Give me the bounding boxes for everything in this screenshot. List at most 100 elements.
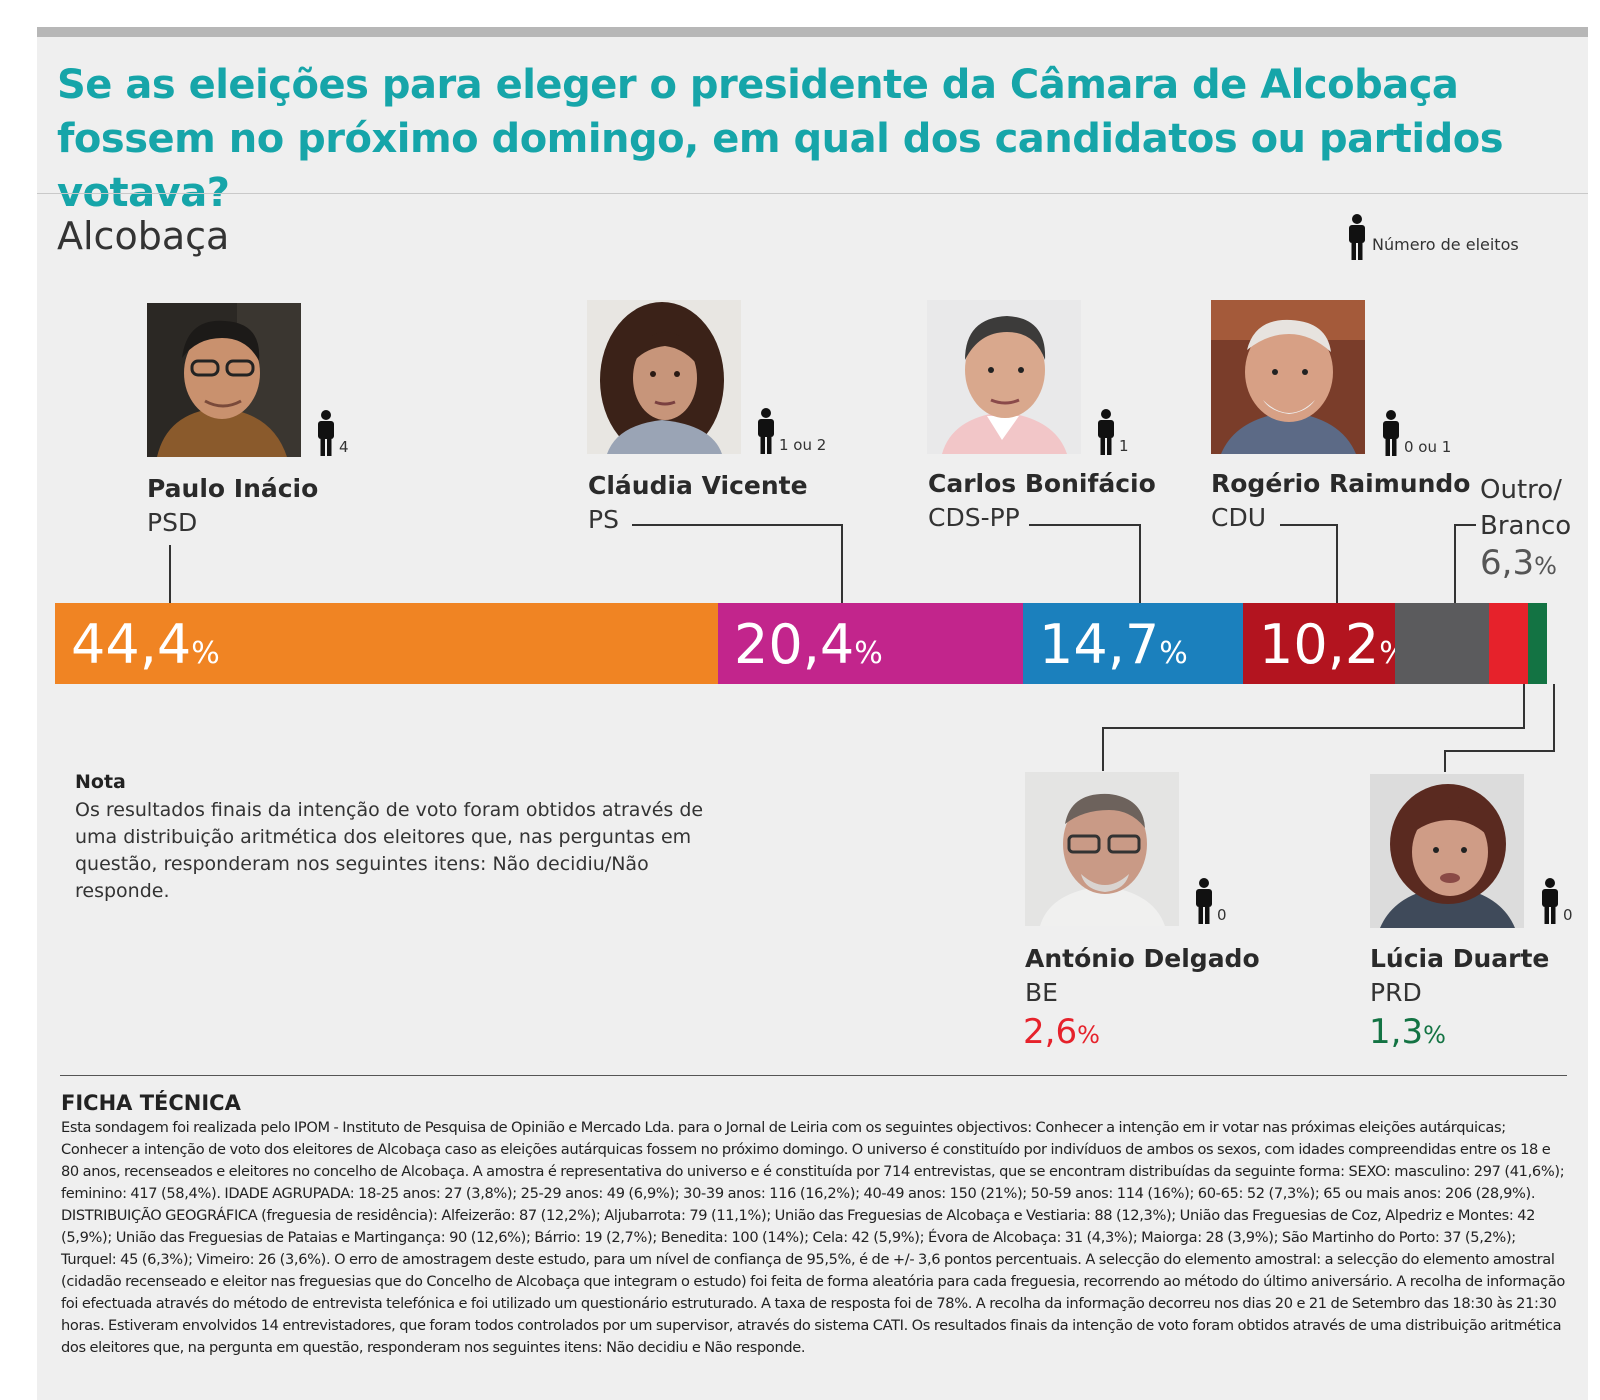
candidate-party: PS [588,505,619,534]
chart-title: Se as eleições para eleger o presidente … [57,62,1504,216]
candidate-name: Paulo Inácio [147,474,319,503]
be-value-number: 2,6 [1023,1012,1078,1052]
note-title: Nota [75,771,126,793]
bar-segment-outro-branco [1395,603,1489,684]
percent-sign: % [1077,1021,1100,1049]
candidate-photo [1025,772,1179,926]
candidate-name: António Delgado [1025,944,1260,973]
bar-value-number: 20,4 [734,613,855,676]
candidate-party: CDU [1211,503,1267,532]
bar-segment-psd: 44,4% [55,603,718,684]
leader-line-cdu [1280,524,1338,526]
bar-value-number: 44,4 [71,613,192,676]
seats-count: 1 ou 2 [779,436,827,454]
bar-value-label: 14,7% [1039,613,1188,676]
candidate-photo [1370,774,1524,928]
bar-segment-cdu: 10,2% [1243,603,1408,684]
leader-line-outro [1454,524,1476,526]
stacked-bar: 44,4% 20,4% 14,7% 10,2% [55,603,1547,684]
leader-line-prd [1444,750,1555,752]
candidate-name: Rogério Raimundo [1211,469,1471,498]
outro-line2: Branco [1480,511,1572,541]
person-icon [318,410,334,456]
candidate-party: PSD [147,508,198,537]
seats-count: 0 ou 1 [1404,438,1452,456]
leader-line-prd [1444,750,1446,772]
candidate-photo [1211,300,1365,454]
bar-value-number: 14,7 [1039,613,1160,676]
seats-paulo-inacio: 4 [317,410,349,456]
outro-line1: Outro/ [1480,475,1562,505]
seats-lucia-duarte: 0 [1541,878,1573,924]
leader-line-be [1102,727,1525,729]
infographic-panel [37,27,1588,1400]
divider [60,1075,1567,1076]
bar-segment-prd [1528,603,1547,684]
percent-sign: % [1423,1021,1446,1049]
bar-value-label: 10,2% [1259,613,1408,676]
bar-segment-be [1489,603,1528,684]
bar-value-number: 10,2 [1259,613,1380,676]
region-label: Alcobaça [57,214,230,258]
leader-line-be [1523,684,1525,729]
person-icon [758,408,774,454]
prd-value-number: 1,3 [1369,1012,1424,1052]
outro-value-number: 6,3 [1480,543,1535,583]
percent-sign: % [854,636,883,671]
ficha-text: Esta sondagem foi realizada pelo IPOM - … [61,1119,1565,1356]
person-icon [1349,214,1365,260]
bar-value-label: 20,4% [734,613,883,676]
person-icon [1542,878,1558,924]
candidate-paulo-inacio [147,303,301,457]
leader-line-prd [1553,684,1555,752]
seats-rogerio-raimundo: 0 ou 1 [1382,410,1451,456]
candidate-photo [147,303,301,457]
candidate-party: PRD [1370,978,1422,1007]
bar-value-label: 44,4% [71,613,220,676]
leader-line-cds [1139,524,1141,603]
candidate-party: CDS-PP [928,503,1020,532]
outro-label: Outro/ Branco [1480,472,1571,544]
leader-line-cdu [1336,524,1338,603]
candidate-name: Carlos Bonifácio [928,469,1156,498]
seats-count: 0 [1563,906,1573,924]
legend: Número de eleitos [1348,214,1519,260]
seats-claudia-vicente: 1 ou 2 [757,408,826,454]
person-icon [1196,878,1212,924]
seats-count: 0 [1217,906,1227,924]
candidate-party: BE [1025,978,1058,1007]
leader-line-cds [1029,524,1141,526]
leader-line-ps [632,524,843,526]
person-icon [1383,410,1399,456]
be-value: 2,6% [1023,1012,1100,1052]
percent-sign: % [1534,552,1557,580]
bar-segment-cds-pp: 14,7% [1023,603,1243,684]
divider [37,193,1588,194]
seats-antonio-delgado: 0 [1195,878,1227,924]
seats-carlos-bonifacio: 1 [1097,409,1129,455]
leader-line-psd [169,545,171,603]
candidate-name: Cláudia Vicente [588,471,808,500]
ficha-title: FICHA TÉCNICA [61,1091,241,1115]
candidate-photo [927,300,1081,454]
note-text: Os resultados finais da intenção de voto… [75,799,704,902]
top-bar [37,27,1588,37]
person-icon [1098,409,1114,455]
candidate-name: Lúcia Duarte [1370,944,1550,973]
leader-line-be [1102,727,1104,771]
leader-line-outro [1454,524,1456,603]
candidate-rogerio-raimundo [1211,300,1365,454]
candidate-claudia-vicente [587,300,741,454]
percent-sign: % [1159,636,1188,671]
candidate-antonio-delgado [1025,772,1179,926]
candidate-lucia-duarte [1370,774,1524,928]
bar-segment-ps: 20,4% [718,603,1023,684]
seats-count: 4 [339,438,349,456]
percent-sign: % [191,636,220,671]
leader-line-ps [841,524,843,603]
outro-value: 6,3% [1480,543,1557,583]
seats-count: 1 [1119,437,1129,455]
candidate-carlos-bonifacio [927,300,1081,454]
legend-text: Número de eleitos [1372,235,1519,254]
prd-value: 1,3% [1369,1012,1446,1052]
